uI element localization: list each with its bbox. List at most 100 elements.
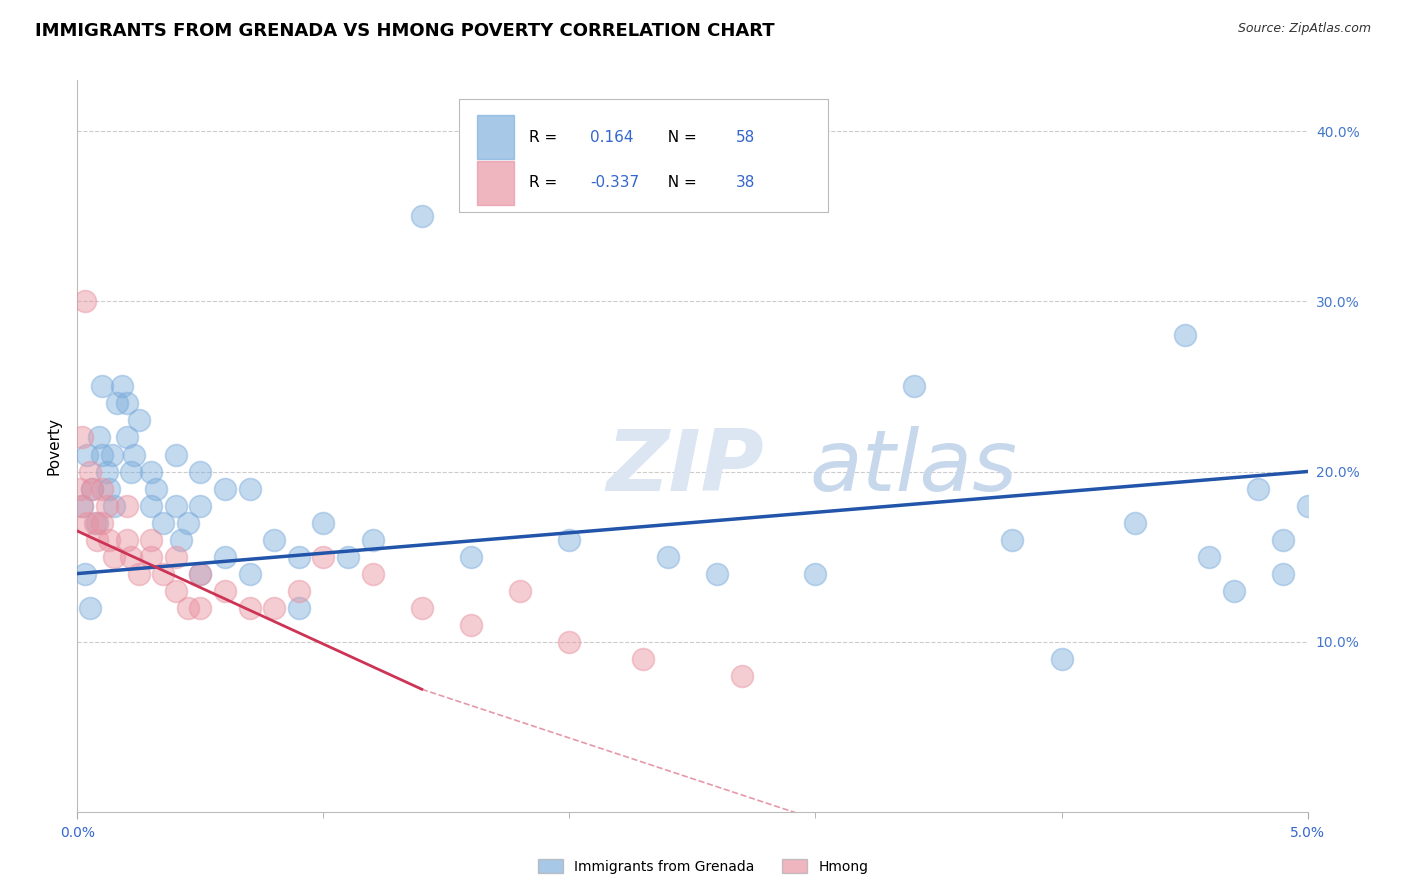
Text: N =: N = <box>658 175 702 190</box>
Point <box>1125 516 1147 530</box>
Point <box>98 533 121 547</box>
Point <box>90 482 114 496</box>
Point <box>177 600 200 615</box>
Point <box>76 448 98 462</box>
Point <box>121 549 143 564</box>
Point <box>411 600 433 615</box>
Point <box>141 549 163 564</box>
Point <box>83 516 105 530</box>
Point <box>509 583 531 598</box>
Point <box>115 533 138 547</box>
Point <box>128 566 150 581</box>
Point <box>288 549 311 564</box>
Point <box>115 396 138 410</box>
Point <box>96 465 118 479</box>
Point <box>115 430 138 444</box>
Point <box>460 549 482 564</box>
Point <box>103 499 125 513</box>
Point <box>152 566 174 581</box>
Point <box>239 600 262 615</box>
Point <box>70 499 93 513</box>
Point <box>411 210 433 224</box>
Point <box>141 499 163 513</box>
Point <box>804 566 827 581</box>
FancyBboxPatch shape <box>458 99 828 212</box>
Point <box>633 651 655 665</box>
Text: 0.164: 0.164 <box>591 130 634 145</box>
Point <box>361 566 384 581</box>
Point <box>128 413 150 427</box>
Point <box>79 465 101 479</box>
Point <box>98 482 121 496</box>
Point <box>96 499 118 513</box>
Point <box>165 583 187 598</box>
Point <box>1050 651 1073 665</box>
Point <box>73 294 96 309</box>
Point <box>101 448 124 462</box>
FancyBboxPatch shape <box>477 161 515 204</box>
Point <box>903 379 925 393</box>
Point <box>188 465 212 479</box>
Point <box>657 549 679 564</box>
Point <box>165 499 187 513</box>
Point <box>122 448 145 462</box>
Point <box>263 533 285 547</box>
Point <box>145 482 167 496</box>
FancyBboxPatch shape <box>477 115 515 160</box>
Point <box>115 499 138 513</box>
Text: ZIP: ZIP <box>606 426 763 509</box>
Point <box>288 583 311 598</box>
Point <box>165 448 187 462</box>
Point <box>1272 566 1295 581</box>
Point <box>70 430 93 444</box>
Text: R =: R = <box>529 130 562 145</box>
Point <box>86 533 108 547</box>
Text: IMMIGRANTS FROM GRENADA VS HMONG POVERTY CORRELATION CHART: IMMIGRANTS FROM GRENADA VS HMONG POVERTY… <box>35 22 775 40</box>
Point <box>361 533 384 547</box>
Point <box>1247 482 1270 496</box>
Point <box>1001 533 1024 547</box>
Point <box>73 566 96 581</box>
Text: N =: N = <box>658 130 702 145</box>
Point <box>165 549 187 564</box>
Y-axis label: Poverty: Poverty <box>46 417 62 475</box>
Point <box>79 600 101 615</box>
Point <box>170 533 193 547</box>
Point <box>558 533 581 547</box>
Point <box>214 482 236 496</box>
Point <box>82 482 104 496</box>
Point <box>188 600 212 615</box>
Point <box>288 600 311 615</box>
Point <box>239 482 262 496</box>
Point <box>90 379 114 393</box>
Point <box>1174 328 1197 343</box>
Text: atlas: atlas <box>810 426 1018 509</box>
Point <box>177 516 200 530</box>
Point <box>76 516 98 530</box>
Point <box>337 549 360 564</box>
Point <box>141 465 163 479</box>
Point <box>90 516 114 530</box>
Point <box>111 379 132 393</box>
Point <box>1198 549 1220 564</box>
Point <box>152 516 174 530</box>
Point <box>141 533 163 547</box>
Point <box>70 499 93 513</box>
Point <box>1272 533 1295 547</box>
Point <box>312 516 335 530</box>
Point <box>214 549 236 564</box>
Point <box>239 566 262 581</box>
Text: 58: 58 <box>735 130 755 145</box>
Text: Source: ZipAtlas.com: Source: ZipAtlas.com <box>1237 22 1371 36</box>
Point <box>105 396 128 410</box>
Point <box>214 583 236 598</box>
Text: 38: 38 <box>735 175 755 190</box>
Point <box>1296 499 1319 513</box>
Point <box>89 430 111 444</box>
Point <box>1223 583 1246 598</box>
Point <box>188 566 212 581</box>
Point <box>90 448 114 462</box>
Point <box>731 668 754 682</box>
Point <box>188 499 212 513</box>
Text: -0.337: -0.337 <box>591 175 640 190</box>
